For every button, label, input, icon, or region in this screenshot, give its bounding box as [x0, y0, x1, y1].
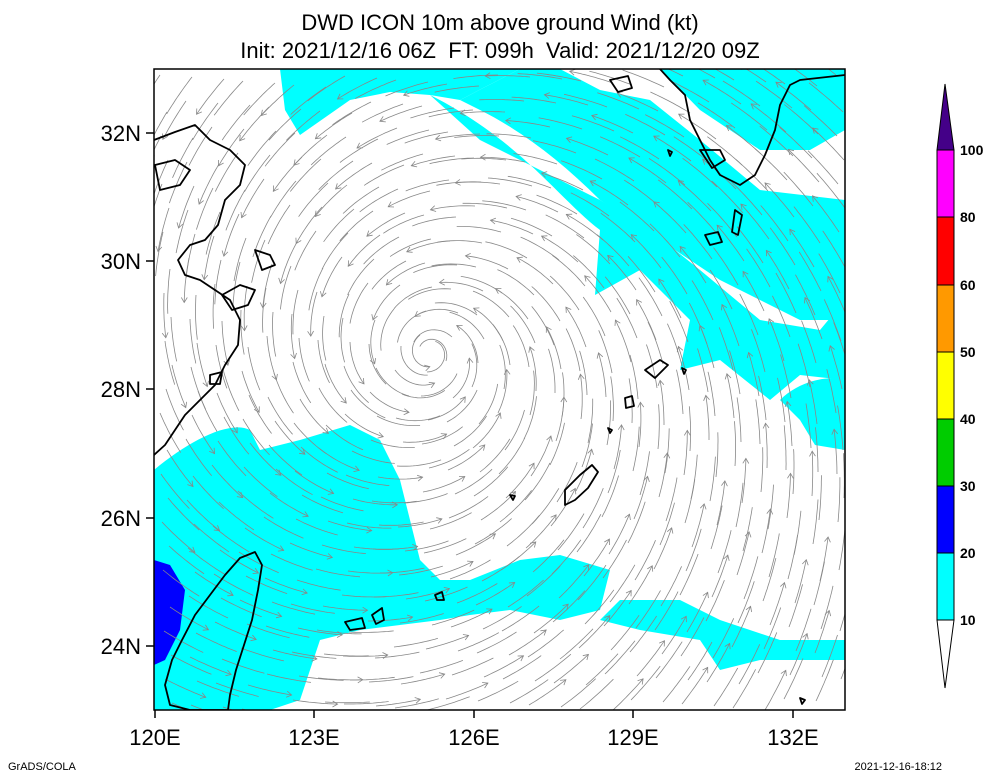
- colorbar-label-10: 10: [960, 612, 976, 628]
- colorbar-label-80: 80: [960, 209, 976, 225]
- colorbar-label-40: 40: [960, 411, 976, 427]
- colorbar-segment-10-20: [936, 552, 955, 621]
- wind-streamlines: [154, 69, 845, 710]
- lon-label-129e: 129E: [607, 725, 658, 750]
- streamline-arrows: [154, 69, 839, 708]
- colorbar-segment-below-10: [936, 619, 955, 689]
- chart-title: DWD ICON 10m above ground Wind (kt): [301, 10, 699, 35]
- lat-label-30n: 30N: [101, 249, 141, 274]
- colorbar-segment-40-50: [936, 351, 955, 420]
- colorbar-segment-above-100: [936, 83, 955, 151]
- colorbar-segment-60-80: [936, 216, 955, 286]
- wind-10-20kt-region: [154, 69, 845, 710]
- coastlines: [154, 69, 845, 710]
- colorbar-label-60: 60: [960, 277, 976, 293]
- wind-20-30kt-region: [154, 560, 185, 665]
- colorbar-label-20: 20: [960, 545, 976, 561]
- lon-axis: [154, 710, 794, 718]
- lon-label-126e: 126E: [448, 725, 499, 750]
- colorbar-segment-30-40: [936, 418, 955, 487]
- lat-label-26n: 26N: [101, 506, 141, 531]
- lat-label-32n: 32N: [101, 121, 141, 146]
- colorbar: [936, 83, 955, 689]
- lat-axis: [146, 132, 154, 647]
- colorbar-segment-50-60: [936, 284, 955, 353]
- footer-timestamp: 2021-12-16-18:12: [854, 761, 942, 773]
- colorbar-label-50: 50: [960, 344, 976, 360]
- footer-software-credit: GrADS/COLA: [8, 761, 76, 773]
- lon-label-132e: 132E: [767, 725, 818, 750]
- chart-subtitle: Init: 2021/12/16 06Z FT: 099h Valid: 202…: [240, 38, 760, 63]
- lon-label-123e: 123E: [288, 725, 339, 750]
- lat-label-24n: 24N: [101, 634, 141, 659]
- colorbar-label-100: 100: [960, 142, 984, 158]
- colorbar-segment-20-30: [936, 485, 955, 554]
- lat-label-28n: 28N: [101, 377, 141, 402]
- lon-label-120e: 120E: [129, 725, 180, 750]
- colorbar-label-30: 30: [960, 478, 976, 494]
- colorbar-segment-80-100: [936, 149, 955, 218]
